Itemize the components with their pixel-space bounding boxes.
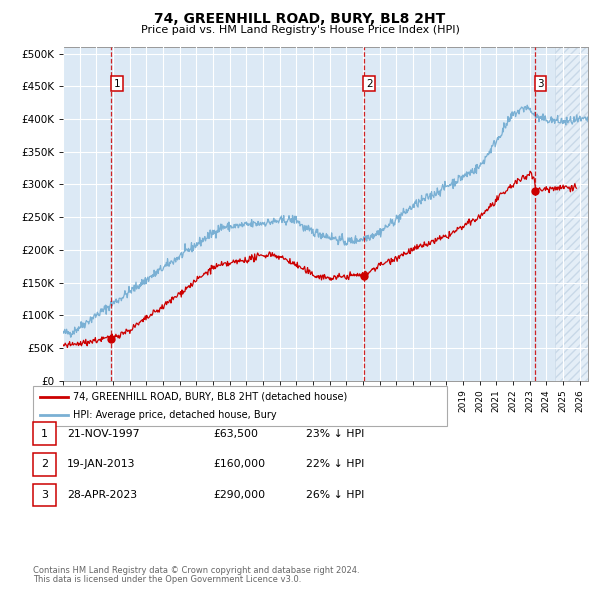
Text: 21-NOV-1997: 21-NOV-1997 [67,429,140,438]
Text: This data is licensed under the Open Government Licence v3.0.: This data is licensed under the Open Gov… [33,575,301,584]
Text: 3: 3 [41,490,48,500]
Text: HPI: Average price, detached house, Bury: HPI: Average price, detached house, Bury [73,410,276,420]
Text: 3: 3 [537,78,544,88]
Text: £160,000: £160,000 [213,460,265,469]
Text: £63,500: £63,500 [213,429,258,438]
Text: 28-APR-2023: 28-APR-2023 [67,490,137,500]
Text: 22% ↓ HPI: 22% ↓ HPI [306,460,364,469]
Text: 1: 1 [41,429,48,438]
Text: 2: 2 [41,460,48,469]
Text: Contains HM Land Registry data © Crown copyright and database right 2024.: Contains HM Land Registry data © Crown c… [33,566,359,575]
Text: 23% ↓ HPI: 23% ↓ HPI [306,429,364,438]
Text: 2: 2 [366,78,373,88]
Text: 19-JAN-2013: 19-JAN-2013 [67,460,136,469]
Text: 26% ↓ HPI: 26% ↓ HPI [306,490,364,500]
Text: 74, GREENHILL ROAD, BURY, BL8 2HT (detached house): 74, GREENHILL ROAD, BURY, BL8 2HT (detac… [73,392,347,402]
Text: 1: 1 [113,78,120,88]
Text: Price paid vs. HM Land Registry's House Price Index (HPI): Price paid vs. HM Land Registry's House … [140,25,460,35]
Text: 74, GREENHILL ROAD, BURY, BL8 2HT: 74, GREENHILL ROAD, BURY, BL8 2HT [154,12,446,26]
Text: £290,000: £290,000 [213,490,265,500]
